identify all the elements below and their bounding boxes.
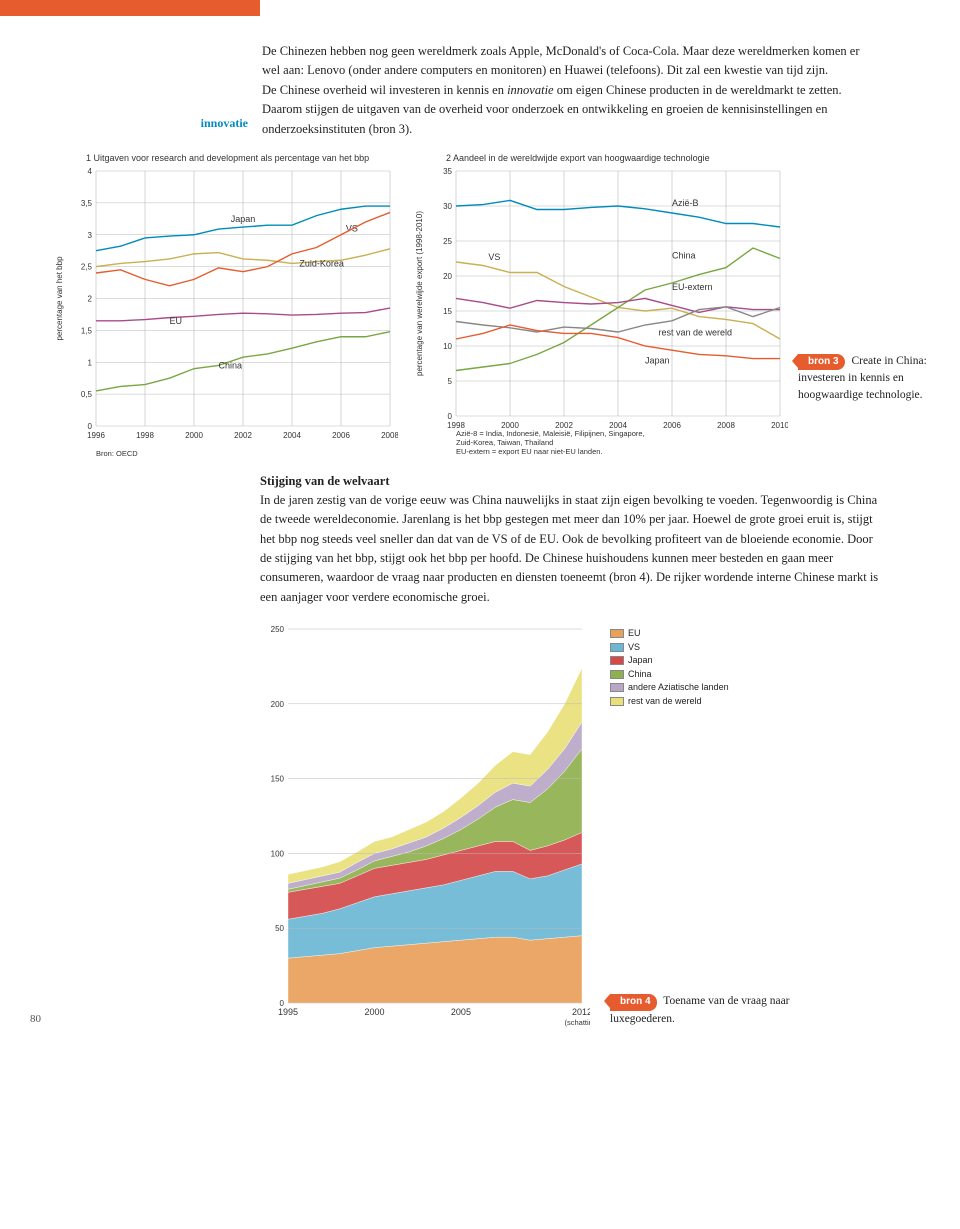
svg-text:2000: 2000 — [185, 431, 203, 440]
chart1-title: 1 Uitgaven voor research and development… — [86, 153, 398, 163]
chart1-container: 1 Uitgaven voor research and development… — [48, 153, 398, 460]
svg-text:35: 35 — [443, 167, 452, 176]
section2-heading: Stijging van de welvaart — [260, 474, 880, 489]
svg-text:rest van de wereld: rest van de wereld — [659, 327, 733, 337]
svg-text:20: 20 — [443, 272, 452, 281]
svg-text:(schatting): (schatting) — [564, 1018, 590, 1027]
bron4-caption: bron 4 Toename van de vraag naar luxegoe… — [610, 993, 830, 1027]
svg-text:EU-extern = export EU naar nie: EU-extern = export EU naar niet-EU lande… — [456, 447, 603, 456]
svg-text:EU-extern: EU-extern — [672, 282, 713, 292]
svg-text:2000: 2000 — [364, 1007, 384, 1017]
svg-text:Azië-8 = India, Indonesië, Mal: Azië-8 = India, Indonesië, Maleisië, Fil… — [456, 429, 645, 438]
bron3-tag: bron 3 — [798, 354, 845, 371]
intro-em: innovatie — [507, 83, 554, 97]
svg-text:percentage van werelwijde expo: percentage van werelwijde export (1998-2… — [415, 211, 424, 376]
svg-text:50: 50 — [275, 924, 284, 933]
svg-text:100: 100 — [271, 850, 285, 859]
margin-keyword: innovatie — [200, 42, 262, 139]
svg-text:2005: 2005 — [451, 1007, 471, 1017]
svg-text:2006: 2006 — [663, 421, 681, 430]
svg-text:1998: 1998 — [136, 431, 154, 440]
chart1-svg: percentage van het bbp 0 0,5 1 1,5 2 2,5 3 3,5 4 1… — [48, 165, 398, 460]
svg-text:Japan: Japan — [645, 355, 670, 365]
svg-text:0,5: 0,5 — [81, 390, 93, 399]
svg-text:VS: VS — [488, 252, 500, 262]
svg-text:2,5: 2,5 — [81, 263, 93, 272]
intro-p1: De Chinezen hebben nog geen wereldmerk z… — [262, 44, 860, 77]
page-number: 80 — [30, 1013, 41, 1025]
svg-text:4: 4 — [88, 167, 93, 176]
section-welvaart: Stijging van de welvaart In de jaren zes… — [0, 474, 960, 607]
intro-paragraph: innovatie De Chinezen hebben nog geen we… — [0, 42, 960, 139]
svg-text:Bron: OECD: Bron: OECD — [96, 449, 138, 458]
svg-text:10: 10 — [443, 342, 452, 351]
svg-text:15: 15 — [443, 307, 452, 316]
svg-text:Azië-B: Azië-B — [672, 198, 699, 208]
bron4-tag: bron 4 — [610, 994, 657, 1011]
svg-text:2008: 2008 — [381, 431, 398, 440]
svg-text:percentage van het bbp: percentage van het bbp — [55, 256, 64, 341]
chart2-svg: percentage van werelwijde export (1998-2… — [408, 165, 788, 460]
svg-text:200: 200 — [271, 700, 285, 709]
intro-p2a: De Chinese overheid wil investeren in ke… — [262, 83, 507, 97]
top-accent-bar — [0, 0, 260, 16]
svg-text:250: 250 — [271, 625, 285, 634]
svg-text:0: 0 — [448, 412, 453, 421]
legend-item: rest van de wereld — [610, 695, 729, 709]
svg-text:Japan: Japan — [231, 214, 256, 224]
svg-text:2006: 2006 — [332, 431, 350, 440]
chart2-title: 2 Aandeel in de wereldwijde export van h… — [446, 153, 788, 163]
chart3-container: 0501001502002501995200020052012(schattin… — [0, 623, 960, 1033]
svg-text:1: 1 — [88, 358, 93, 367]
svg-text:25: 25 — [443, 237, 452, 246]
svg-text:1995: 1995 — [278, 1007, 298, 1017]
svg-text:2012: 2012 — [572, 1007, 590, 1017]
chart3-legend: EUVSJapanChinaandere Aziatische landenre… — [610, 627, 729, 708]
chart3-svg: 0501001502002501995200020052012(schattin… — [260, 623, 590, 1033]
svg-text:3: 3 — [88, 231, 93, 240]
svg-text:Zuid-Korea, Taiwan, Thailand: Zuid-Korea, Taiwan, Thailand — [456, 438, 553, 447]
legend-item: andere Aziatische landen — [610, 681, 729, 695]
svg-text:2010: 2010 — [771, 421, 788, 430]
svg-text:1,5: 1,5 — [81, 326, 93, 335]
svg-text:0: 0 — [88, 422, 93, 431]
svg-text:2002: 2002 — [234, 431, 252, 440]
legend-item: EU — [610, 627, 729, 641]
chart2-container: 2 Aandeel in de wereldwijde export van h… — [408, 153, 788, 460]
legend-item: VS — [610, 641, 729, 655]
legend-item: China — [610, 668, 729, 682]
svg-text:China: China — [672, 250, 696, 260]
svg-text:5: 5 — [448, 377, 453, 386]
svg-text:2004: 2004 — [283, 431, 301, 440]
svg-text:2: 2 — [88, 294, 93, 303]
svg-text:150: 150 — [271, 775, 285, 784]
svg-text:Zuid-Korea: Zuid-Korea — [299, 259, 344, 269]
svg-text:China: China — [219, 361, 243, 371]
bron3-caption: bron 3 Create in China: investeren in ke… — [798, 153, 940, 404]
svg-text:EU: EU — [170, 316, 183, 326]
svg-text:2008: 2008 — [717, 421, 735, 430]
svg-text:30: 30 — [443, 202, 452, 211]
svg-text:3,5: 3,5 — [81, 199, 93, 208]
legend-item: Japan — [610, 654, 729, 668]
section2-text: In de jaren zestig van de vorige eeuw wa… — [260, 491, 880, 607]
svg-text:1996: 1996 — [87, 431, 105, 440]
